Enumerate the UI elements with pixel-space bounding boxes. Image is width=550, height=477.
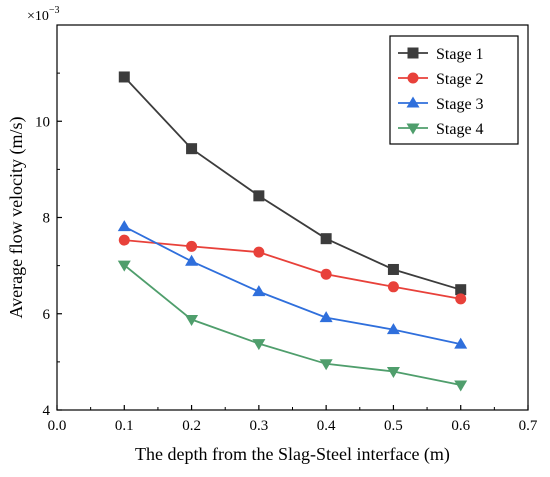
y-tick-label: 4	[43, 403, 51, 419]
y-axis-label: Average flow velocity (m/s)	[6, 116, 27, 318]
data-point	[253, 246, 265, 258]
data-point	[387, 263, 399, 275]
data-point	[455, 293, 467, 305]
series-line-2	[124, 239, 461, 300]
series-line-1	[123, 76, 461, 291]
data-point	[454, 380, 468, 392]
x-axis-label: The depth from the Slag-Steel interface …	[135, 444, 450, 465]
x-tick-label: 0.6	[451, 418, 470, 434]
data-point	[117, 260, 131, 272]
data-point	[118, 234, 130, 246]
data-point	[454, 337, 468, 349]
data-point	[319, 311, 333, 323]
legend-label: Stage 2	[436, 71, 484, 88]
data-point	[185, 254, 199, 266]
data-point	[320, 233, 332, 245]
x-tick-label: 0.1	[115, 418, 134, 434]
x-tick-label: 0.7	[519, 418, 538, 434]
y-multiplier-label: ×10−3	[27, 5, 60, 24]
x-tick-label: 0.4	[317, 418, 336, 434]
data-point	[386, 367, 400, 378]
data-point	[253, 190, 265, 202]
data-point	[185, 315, 199, 327]
series-line-4	[123, 264, 461, 386]
y-tick-label: 6	[43, 307, 51, 323]
y-tick-label: 10	[35, 114, 50, 130]
legend-marker	[406, 96, 420, 108]
legend-label: Stage 3	[436, 96, 484, 113]
data-point	[386, 323, 400, 335]
y-tick-label: 8	[43, 211, 51, 227]
legend-label: Stage 4	[436, 121, 484, 138]
data-point	[320, 268, 332, 280]
data-point	[387, 281, 399, 293]
data-point	[252, 285, 266, 297]
x-tick-label: 0.3	[249, 418, 268, 434]
x-tick-label: 0.2	[182, 418, 201, 434]
x-tick-label: 0.5	[384, 418, 403, 434]
data-point	[186, 240, 198, 252]
legend-label: Stage 1	[436, 46, 484, 63]
data-point	[319, 359, 333, 371]
x-tick-label: 0.0	[48, 418, 67, 434]
data-point	[118, 71, 130, 83]
data-point	[186, 143, 198, 155]
y-multiplier-exponent: −3	[49, 5, 60, 16]
legend-marker	[407, 72, 419, 84]
data-point	[455, 284, 467, 296]
legend-marker	[406, 123, 420, 135]
legend-marker	[407, 47, 419, 59]
data-point	[252, 339, 266, 351]
series-line-3	[123, 225, 461, 345]
data-point	[117, 220, 131, 232]
